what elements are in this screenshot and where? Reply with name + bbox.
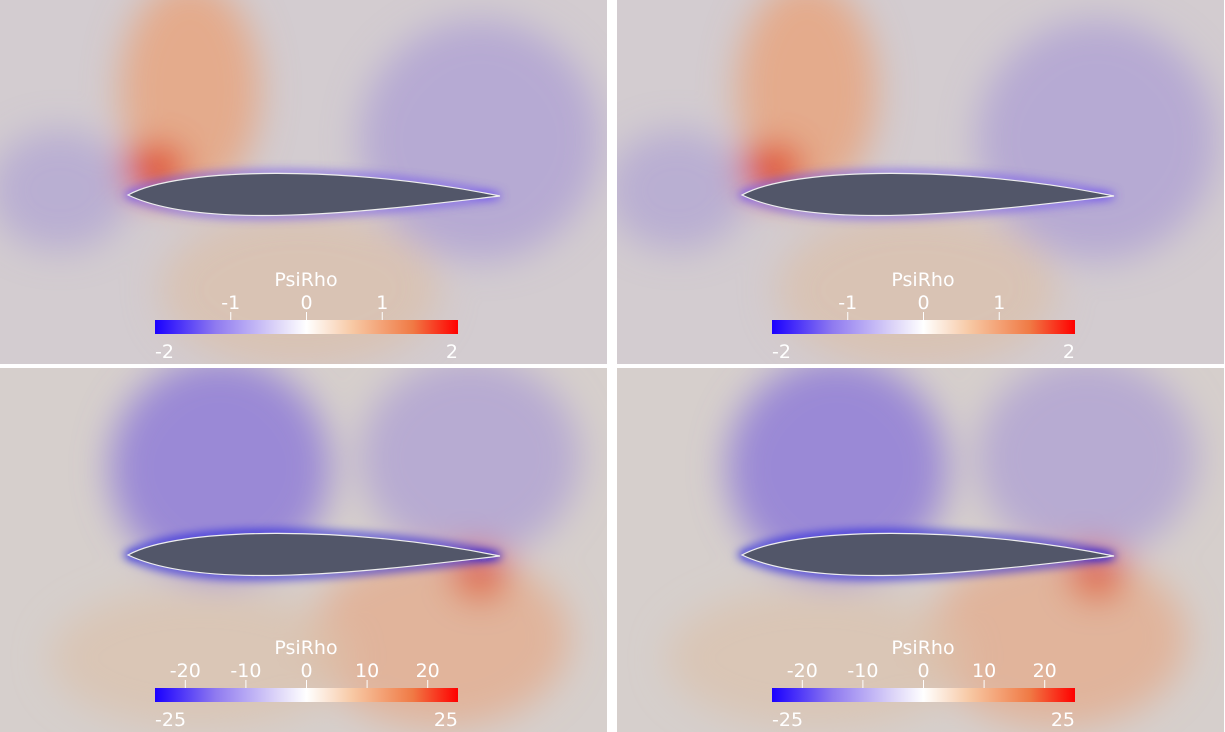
colorbar-max-label: 2	[446, 341, 458, 363]
colorbar-max-label: 2	[1063, 341, 1075, 363]
colorbar	[772, 320, 1075, 334]
colorbar-tick-label: 1	[376, 292, 388, 314]
colorbar-tick-label: -10	[847, 660, 878, 682]
colorbar-tick-label: 20	[1033, 660, 1057, 682]
colorbar-tick-label: 20	[416, 660, 440, 682]
colorbar-tick-label: -1	[838, 292, 857, 314]
colorbar	[155, 688, 458, 702]
colorbar-tick-label: 0	[917, 660, 929, 682]
colorbar-max-label: 25	[1051, 709, 1075, 731]
colorbar-tick-label: 0	[300, 292, 312, 314]
colorbar-title: PsiRho	[274, 637, 337, 659]
colorbar-min-label: -2	[155, 341, 174, 363]
page: (() => { const data = JSON.parse(documen…	[0, 0, 1225, 732]
colorbar-tick-label: -20	[170, 660, 201, 682]
flow-panel: PsiRho -20 -10 0 10 20 -25 25	[0, 368, 607, 732]
flow-panel: PsiRho -1 0 1 -2 2	[617, 0, 1224, 364]
colorbar-title: PsiRho	[891, 269, 954, 291]
colorbar	[772, 688, 1075, 702]
colorbar-tick-label: 0	[300, 660, 312, 682]
colorbar-title: PsiRho	[891, 637, 954, 659]
field-blob	[360, 20, 600, 260]
colorbar-tick-label: 0	[917, 292, 929, 314]
colorbar-tick-label: -20	[787, 660, 818, 682]
flow-panel: PsiRho -1 0 1 -2 2	[0, 0, 607, 364]
colorbar-min-label: -25	[772, 709, 803, 731]
field-blob	[977, 20, 1217, 260]
colorbar-tick-label: 10	[972, 660, 996, 682]
flow-panel: PsiRho -20 -10 0 10 20 -25 25	[617, 368, 1224, 732]
colorbar-min-label: -2	[772, 341, 791, 363]
colorbar-min-label: -25	[155, 709, 186, 731]
colorbar-max-label: 25	[434, 709, 458, 731]
colorbar	[155, 320, 458, 334]
colorbar-tick-label: -1	[221, 292, 240, 314]
colorbar-tick-label: -10	[230, 660, 261, 682]
colorbar-tick-label: 1	[993, 292, 1005, 314]
colorbar-tick-label: 10	[355, 660, 379, 682]
colorbar-title: PsiRho	[274, 269, 337, 291]
